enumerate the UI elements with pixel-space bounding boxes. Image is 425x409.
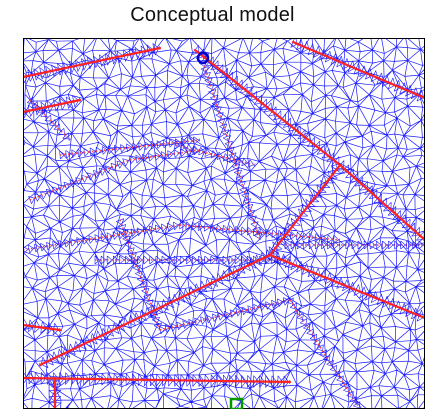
- minor-fracture-line: [23, 224, 181, 251]
- major-fractures: [23, 40, 425, 409]
- minor-fracture-line: [202, 61, 261, 241]
- minor-fracture-line: [179, 224, 341, 241]
- major-fracture-line: [268, 163, 342, 257]
- major-fracture-line: [23, 376, 292, 384]
- minor-fracture-line: [289, 299, 361, 409]
- major-fracture-line: [23, 323, 62, 332]
- minor-fracture-line: [29, 99, 71, 141]
- minor-fractures: [23, 61, 425, 409]
- minor-fracture-line: [59, 139, 201, 156]
- model-domain-background: [23, 38, 425, 409]
- production-well-icon: [229, 397, 244, 409]
- major-fracture-line: [38, 253, 272, 367]
- major-fracture-line: [268, 253, 425, 320]
- minor-fracture-line: [174, 144, 256, 166]
- major-fracture-line: [291, 40, 425, 100]
- injection-well-icon: [196, 51, 210, 65]
- page-title: Conceptual model: [130, 4, 295, 26]
- major-fracture-line: [23, 46, 162, 79]
- major-fracture-line: [193, 48, 342, 167]
- major-fracture-line: [338, 163, 425, 242]
- major-fracture-line: [23, 98, 82, 114]
